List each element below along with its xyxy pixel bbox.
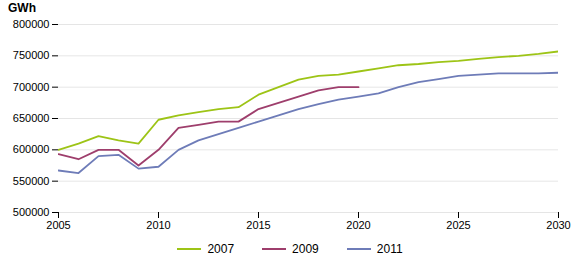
svg-text:2025: 2025 bbox=[446, 219, 470, 231]
svg-text:650000: 650000 bbox=[13, 112, 50, 124]
svg-text:2005: 2005 bbox=[46, 219, 70, 231]
svg-text:2020: 2020 bbox=[346, 219, 370, 231]
html-text:2011: 2011 bbox=[376, 242, 403, 256]
html-text:2007: 2007 bbox=[207, 242, 235, 256]
svg-text:2010: 2010 bbox=[146, 219, 170, 231]
svg-text:600000: 600000 bbox=[13, 143, 50, 155]
svg-text:750000: 750000 bbox=[13, 49, 50, 61]
svg-text:2030: 2030 bbox=[546, 219, 570, 231]
html-text:2009: 2009 bbox=[292, 242, 319, 256]
html-text:GWh: GWh bbox=[8, 1, 36, 15]
svg-text:700000: 700000 bbox=[13, 81, 50, 93]
svg-text:500000: 500000 bbox=[13, 206, 50, 218]
svg-text:550000: 550000 bbox=[13, 175, 50, 187]
svg-text:2015: 2015 bbox=[246, 219, 270, 231]
svg-text:800000: 800000 bbox=[13, 18, 50, 30]
